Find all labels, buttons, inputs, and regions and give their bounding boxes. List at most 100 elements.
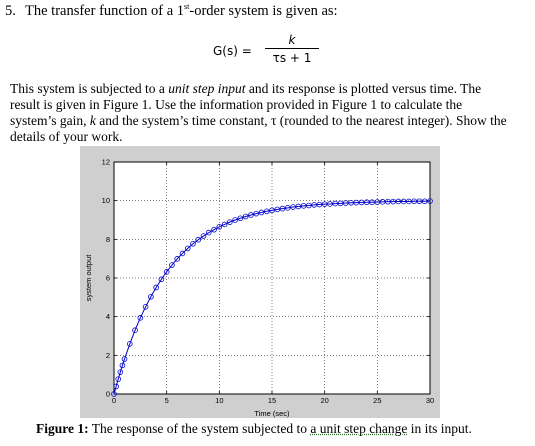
data-point [148,293,154,300]
y-axis-label: system output [84,254,93,302]
data-point [348,199,354,206]
data-point [416,198,423,205]
step-response-chart: 0 5 10 15 20 25 30 0 2 4 6 8 10 12 Time (sec) system… [80,146,440,418]
data-point [117,369,124,375]
data-point [206,229,212,236]
data-point [395,198,402,205]
y-tick-label: 10 [102,196,110,205]
data-point [111,391,117,397]
data-point [242,213,249,220]
x-tick-label: 0 [112,396,116,405]
x-tick-label: 15 [268,396,276,405]
equation-lhs: G(s) = [213,44,252,58]
caption-text-end: in its input. [407,421,472,436]
data-point [142,304,149,310]
data-point [216,223,223,230]
data-point [184,245,191,252]
data-point [306,202,312,209]
data-point [321,201,328,207]
figure-1: 0 5 10 15 20 25 30 0 2 4 6 8 10 12 Time (sec) system… [80,146,440,423]
data-point [385,198,391,205]
data-point [369,199,375,206]
data-point [232,217,238,223]
data-point [158,276,165,283]
data-point [174,256,180,262]
data-point [195,236,202,243]
y-tick-label: 8 [106,235,110,244]
y-tick-label: 2 [106,351,110,360]
data-point [295,203,302,210]
x-tick-label: 25 [373,396,381,405]
data-point [342,200,349,206]
data-point [137,315,144,321]
data-point [353,199,360,206]
data-point [406,198,412,205]
data-point [163,269,170,275]
data-point [279,205,286,212]
data-point [190,240,196,247]
figure-caption: Figure 1: The response of the system sub… [36,421,472,437]
data-point [263,208,270,215]
y-tick-label: 6 [106,274,110,283]
data-point [358,199,365,206]
data-point [411,198,418,205]
data-point [153,284,159,291]
data-point [237,215,244,222]
data-point [400,198,407,205]
equation-numerator: k [288,33,296,47]
x-tick-label: 20 [320,396,328,405]
question-number: 5. [5,2,16,19]
statement-emphasis-k: k [89,113,96,128]
data-point [253,210,260,217]
fraction-bar [265,48,319,49]
data-point [258,209,265,216]
data-point [390,198,396,205]
statement-emphasis-input: unit step input [168,81,246,96]
plot-area [113,161,431,395]
y-axis-ticks: 0 2 4 6 8 10 12 [102,158,430,399]
data-point [316,201,323,208]
data-point [221,221,228,228]
data-point [379,199,386,205]
data-point [337,200,344,207]
caption-label: Figure 1: [36,421,89,436]
data-point [200,233,207,239]
x-tick-label: 10 [215,396,223,405]
data-point [421,198,428,205]
series-markers [111,198,433,397]
data-point [311,202,317,208]
data-point [115,376,122,382]
equation-denominator: τs + 1 [272,51,312,65]
equation-fraction: k τs + 1 [265,33,319,65]
caption-text-start: The response of the system subjected to [88,421,311,436]
statement-part-1: This system is subjected to a [10,81,169,96]
data-point [113,383,119,390]
data-point [327,201,333,207]
data-point [179,250,186,257]
y-tick-label: 12 [102,158,110,167]
data-point [290,204,296,210]
y-tick-label: 4 [106,312,110,321]
data-point [227,219,233,225]
x-axis-label: Time (sec) [254,409,290,418]
question-title-start: The transfer function of a 1 [25,2,185,19]
problem-statement: This system is subjected to a unit step … [10,81,510,145]
question-title-superscript: st [184,2,190,11]
data-point [427,198,433,204]
data-point [285,205,291,211]
data-point [248,212,254,218]
data-point [211,226,217,233]
data-point [374,199,381,205]
data-point [121,356,128,362]
data-point [126,341,133,347]
statement-part-3: and its response is plotted versus time.… [10,81,482,128]
x-tick-label: 5 [165,396,169,405]
question-heading: 5. The transfer function of a 1st-order s… [5,2,338,20]
y-tick-label: 0 [106,390,110,399]
data-point [274,206,281,213]
x-axis-ticks: 0 5 10 15 20 25 30 [112,162,434,405]
data-point [269,207,275,214]
data-point [132,327,138,334]
caption-link[interactable]: a unit step change [310,421,408,436]
data-point [363,199,370,206]
